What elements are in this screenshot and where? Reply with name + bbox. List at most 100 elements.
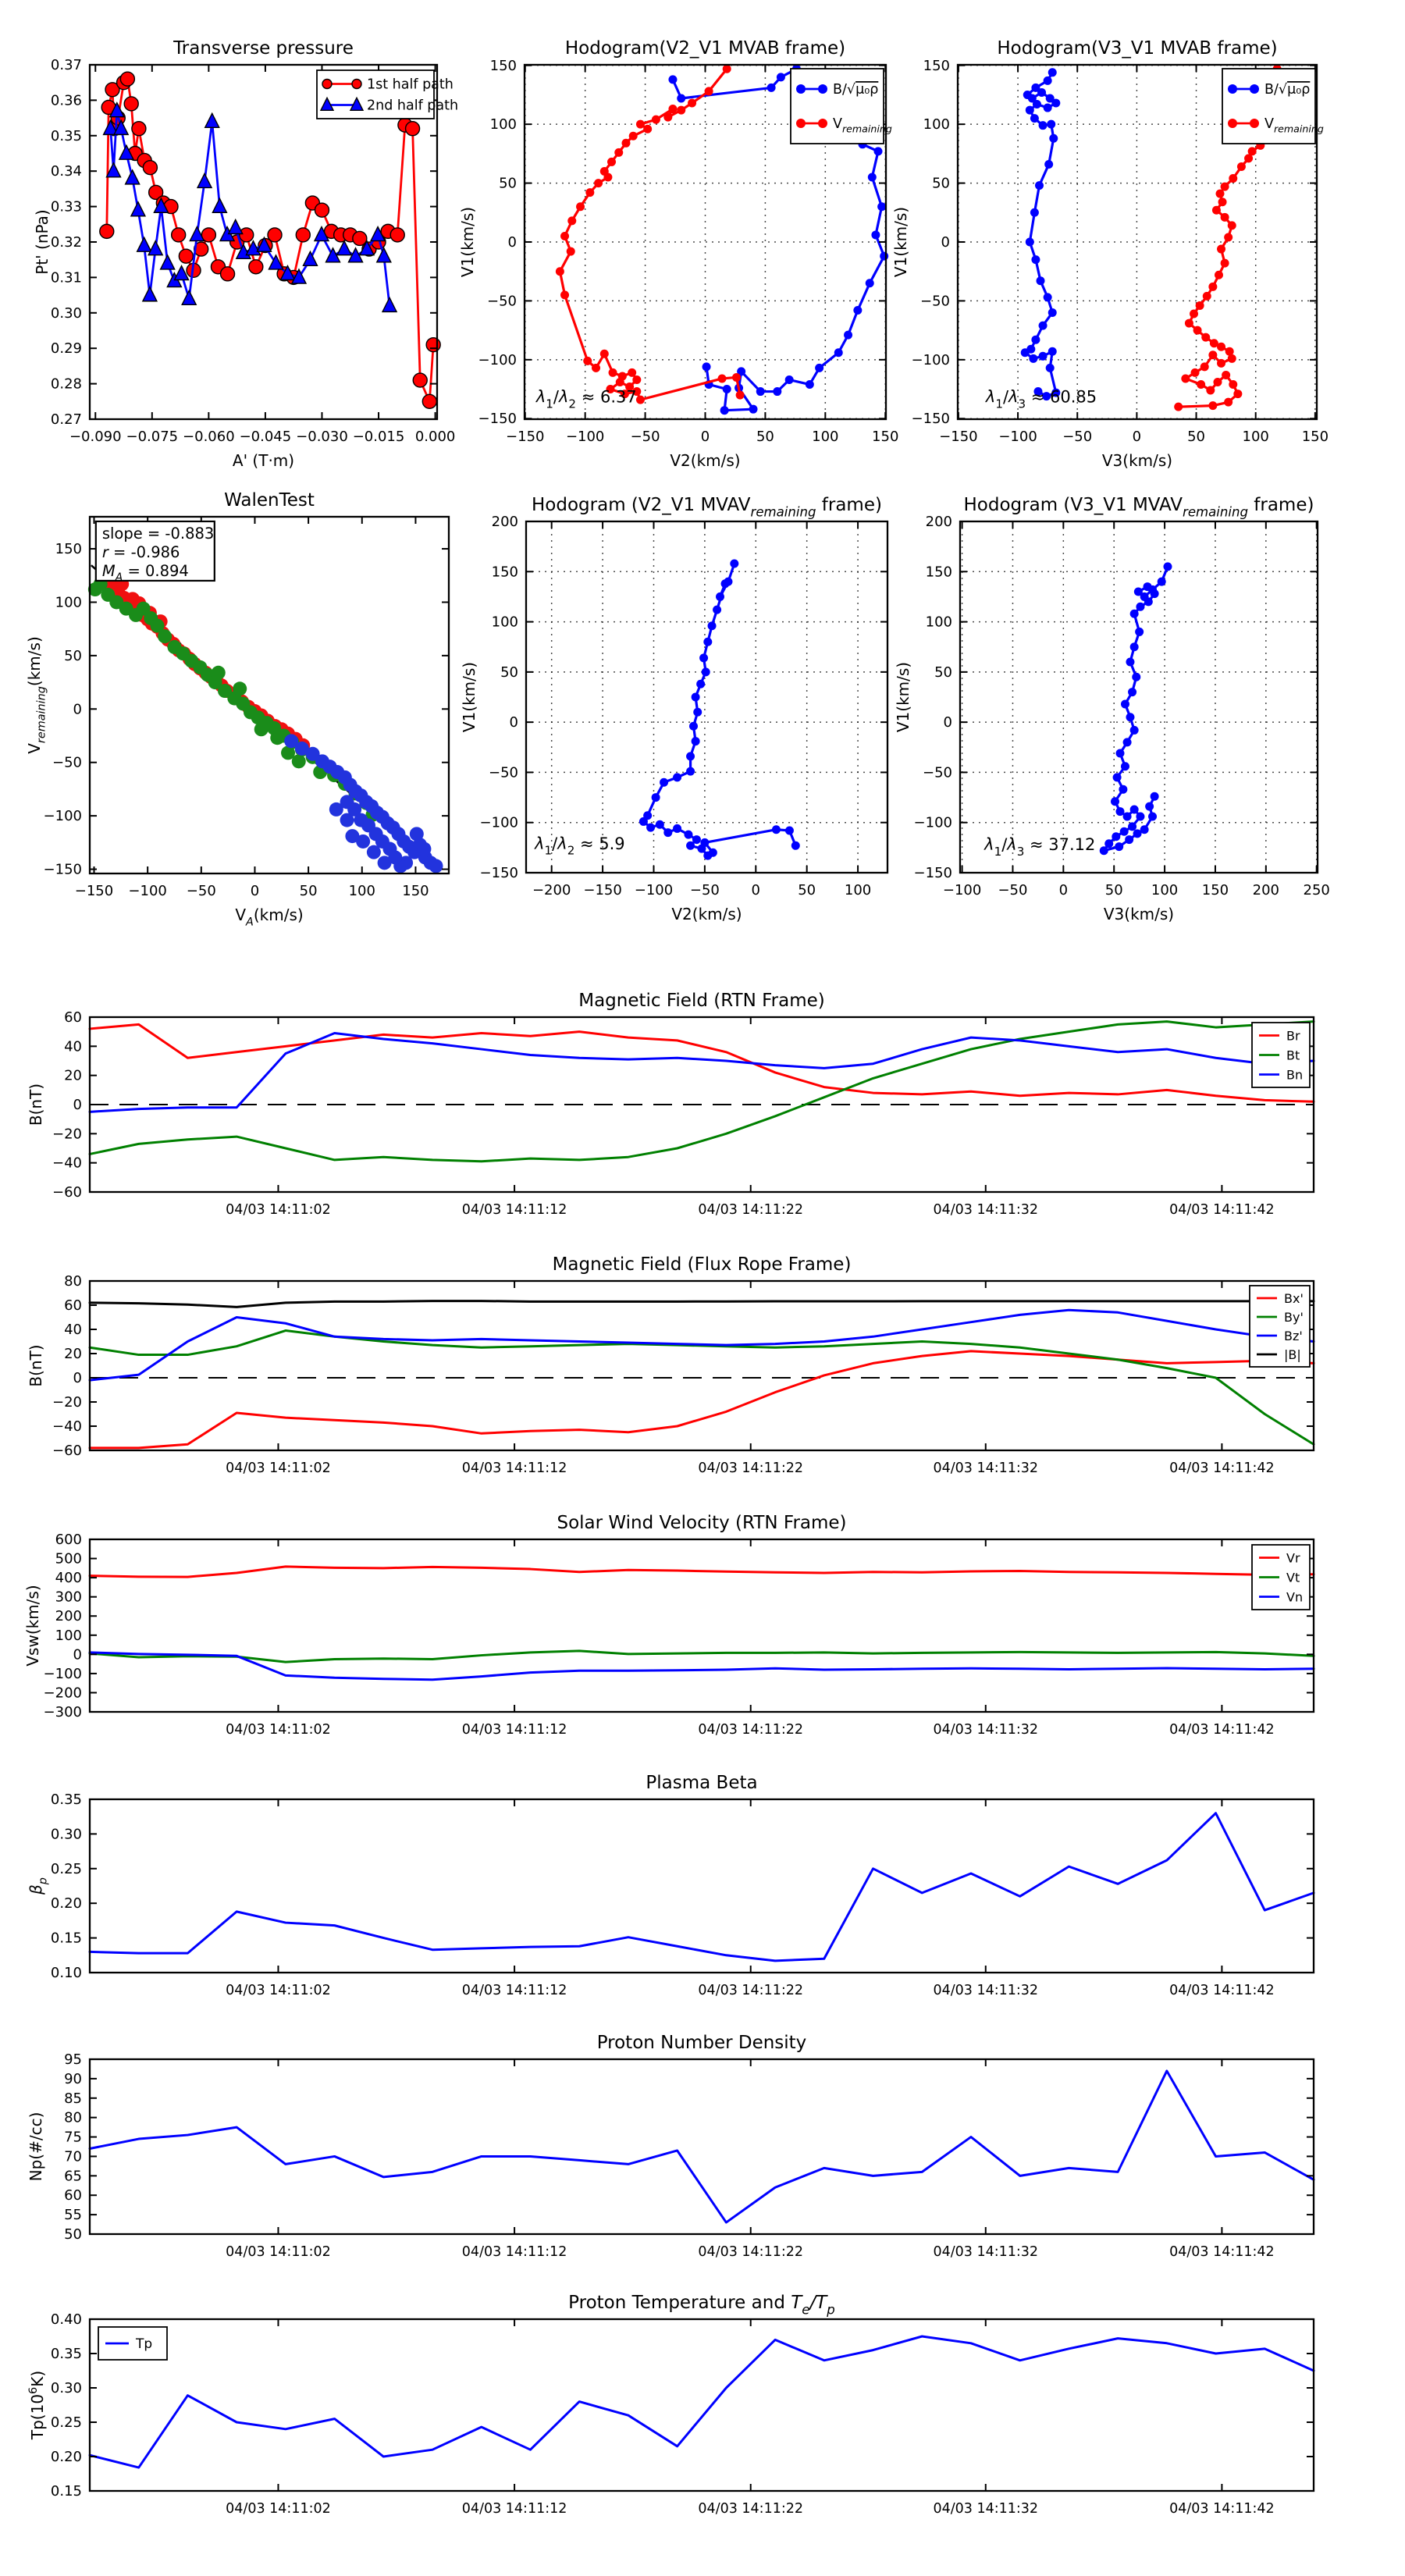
plot-title: Hodogram(V3_V1 MVAB frame): [997, 38, 1277, 59]
x-tick-label: 150: [402, 883, 429, 899]
plot-hodogram-v2v1-mvav: −200 −150 −100 −50 0 50 100 −150 −100 −50 0 50 100 15…: [460, 495, 889, 923]
x-tick-label: 100: [1243, 429, 1269, 445]
circle-marker: [1200, 362, 1209, 372]
circle-marker: [735, 390, 745, 400]
series-Bn: [88, 1032, 1315, 1113]
circle-marker: [702, 362, 711, 372]
y-tick-label: 20: [64, 1346, 82, 1362]
circle-marker: [1214, 270, 1223, 279]
circle-marker: [686, 752, 695, 761]
circle-marker: [351, 78, 362, 90]
y-tick-label: −50: [489, 764, 518, 781]
circle-marker: [635, 119, 645, 129]
triangle-marker: [369, 226, 386, 242]
circle-marker: [567, 216, 577, 226]
y-tick-label: −300: [44, 1704, 82, 1720]
x-tick-label: 0: [1059, 882, 1068, 898]
y-tick-label: 500: [55, 1551, 82, 1567]
x-tick-label: −50: [998, 882, 1027, 898]
x-tick-label: −100: [635, 882, 673, 898]
x-tick-label: 04/03 14:11:32: [933, 2244, 1038, 2260]
y-tick-label: 0.35: [51, 128, 82, 144]
triangle-marker: [313, 226, 330, 242]
circle-marker: [791, 841, 800, 850]
circle-marker: [422, 393, 438, 409]
plot-title: Hodogram(V2_V1 MVAB frame): [565, 38, 845, 59]
circle-marker: [1195, 301, 1204, 310]
x-tick-label: 04/03 14:11:02: [226, 2244, 331, 2260]
circle-marker: [1020, 348, 1030, 358]
circle-marker: [123, 96, 139, 112]
circle-marker: [1247, 147, 1257, 156]
circle-marker: [699, 653, 709, 663]
y-tick-label: 150: [490, 58, 517, 74]
x-tick-label: 50: [300, 883, 318, 899]
circle-marker: [329, 802, 343, 817]
series-Np: [88, 2069, 1315, 2224]
y-tick-label: 0.40: [51, 2311, 82, 2328]
circle-marker: [1115, 807, 1125, 817]
circle-marker: [1126, 657, 1135, 667]
y-tick-label: −100: [44, 1666, 82, 1682]
circle-marker: [867, 173, 877, 182]
circle-marker: [865, 279, 874, 288]
circle-marker: [1135, 627, 1144, 636]
circle-marker: [1140, 825, 1149, 834]
circle-marker: [871, 230, 880, 240]
circle-marker: [621, 138, 631, 148]
legend-label: 1st half path: [367, 77, 454, 93]
circle-marker: [555, 267, 564, 276]
y-tick-label: 0: [73, 1370, 82, 1386]
plot-title: Magnetic Field (Flux Rope Frame): [553, 1254, 852, 1275]
x-tick-label: 200: [1253, 882, 1279, 898]
circle-marker: [643, 811, 653, 820]
circle-marker: [291, 754, 306, 769]
circle-marker: [1038, 321, 1048, 330]
circle-marker: [1222, 370, 1231, 379]
y-tick-label: 65: [64, 2168, 82, 2184]
legend-label: B/√μ₀ρ: [833, 82, 878, 98]
x-tick-label: −50: [631, 429, 660, 445]
y-tick-label: 70: [64, 2148, 82, 2165]
x-tick-label: −100: [998, 429, 1037, 445]
series-|B|: [88, 1300, 1315, 1308]
x-tick-label: −100: [943, 882, 981, 898]
triangle-marker: [256, 236, 272, 252]
circle-marker: [632, 375, 642, 384]
circle-marker: [713, 605, 722, 614]
circle-marker: [412, 372, 428, 388]
circle-marker: [1033, 387, 1043, 397]
circle-marker: [1227, 354, 1236, 363]
circle-marker: [1220, 212, 1229, 222]
y-tick-label: −50: [923, 764, 952, 781]
circle-marker: [1104, 839, 1114, 849]
circle-marker: [345, 829, 360, 844]
circle-marker: [566, 247, 575, 256]
x-tick-label: 04/03 14:11:12: [462, 1461, 567, 1476]
y-axis-label: B(nT): [27, 1344, 45, 1386]
circle-marker: [818, 119, 827, 128]
y-tick-label: 0.33: [51, 199, 82, 215]
circle-marker: [1120, 762, 1129, 771]
y-tick-label: −60: [52, 1443, 82, 1459]
plot-transverse-pressure: −0.090 −0.075 −0.060 −0.045 −0.030 −0.015 0.00…: [33, 38, 458, 470]
circle-marker: [99, 223, 115, 240]
circle-marker: [314, 202, 330, 218]
y-tick-label: 50: [64, 648, 82, 664]
circle-marker: [643, 124, 653, 133]
circle-marker: [1217, 244, 1226, 254]
circle-marker: [776, 73, 785, 82]
circle-marker: [646, 823, 656, 832]
x-tick-label: 0.000: [415, 429, 456, 445]
circle-marker: [673, 824, 682, 833]
circle-marker: [773, 387, 782, 397]
plot-title: Hodogram (V3_V1 MVAVremaining frame): [964, 495, 1314, 519]
circle-marker: [201, 227, 217, 243]
circle-marker: [1031, 335, 1040, 344]
series-Bx': [88, 1350, 1315, 1450]
circle-marker: [1036, 276, 1045, 286]
plot-magnetic-field-flux-rope: 04/03 14:11:02 04/03 14:11:12 04/03 14:11:…: [27, 1254, 1315, 1476]
x-tick-label: −150: [506, 429, 544, 445]
plot-title: Transverse pressure: [173, 38, 354, 59]
